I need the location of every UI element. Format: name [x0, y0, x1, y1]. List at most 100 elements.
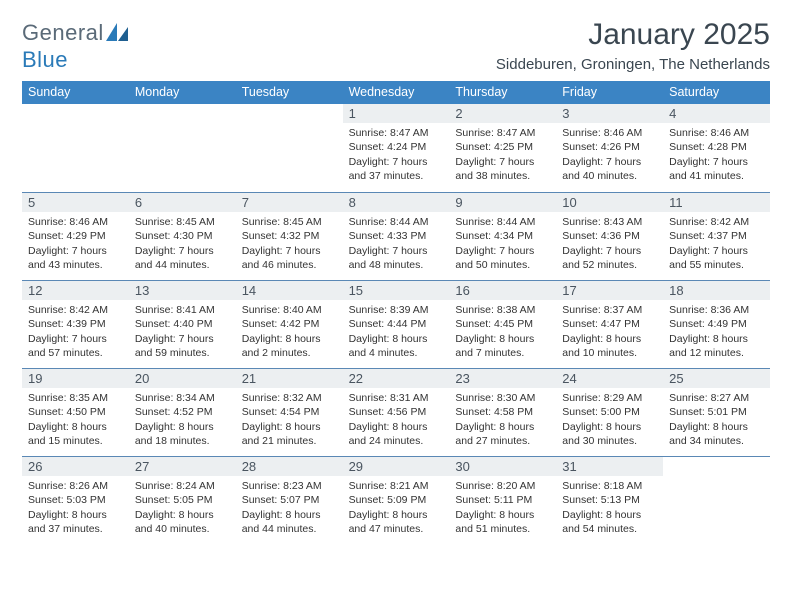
day-number: 10: [562, 195, 657, 210]
daylight2-text: and 30 minutes.: [562, 434, 657, 448]
daylight2-text: and 40 minutes.: [135, 522, 230, 536]
sunset-text: Sunset: 4:54 PM: [242, 405, 337, 419]
sunrise-text: Sunrise: 8:24 AM: [135, 479, 230, 493]
day-number: 23: [455, 371, 550, 386]
daylight1-text: Daylight: 7 hours: [28, 332, 123, 346]
calendar-cell: 28Sunrise: 8:23 AMSunset: 5:07 PMDayligh…: [236, 456, 343, 544]
daynum-row: 5: [22, 193, 129, 212]
day-number: 16: [455, 283, 550, 298]
calendar-cell: 3 Sunrise: 8:46 AMSunset: 4:26 PMDaylight…: [556, 104, 663, 192]
daynum-row: [22, 104, 129, 123]
daylight2-text: and 44 minutes.: [135, 258, 230, 272]
calendar-cell: 23 Sunrise: 8:30 AMSunset: 4:58 PMDayligh…: [449, 368, 556, 456]
sunrise-text: Sunrise: 8:38 AM: [455, 303, 550, 317]
day-number: 12: [28, 283, 123, 298]
sunrise-text: Sunrise: 8:26 AM: [28, 479, 123, 493]
daylight1-text: Daylight: 8 hours: [242, 420, 337, 434]
sunset-text: Sunset: 4:33 PM: [349, 229, 444, 243]
day-number: 1: [349, 106, 444, 121]
day-number: 31: [562, 459, 657, 474]
day-number: 29: [349, 459, 444, 474]
sun-info: Sunrise: 8:47 AMSunset: 4:25 PMDaylight:…: [455, 126, 550, 183]
sun-info: Sunrise: 8:26 AMSunset: 5:03 PMDaylight:…: [28, 479, 123, 536]
calendar-cell: 20Sunrise: 8:34 AMSunset: 4:52 PMDayligh…: [129, 368, 236, 456]
day-number: 22: [349, 371, 444, 386]
calendar-cell: 19Sunrise: 8:35 AMSunset: 4:50 PMDayligh…: [22, 368, 129, 456]
calendar-cell: 31Sunrise: 8:18 AMSunset: 5:13 PMDayligh…: [556, 456, 663, 544]
sun-info: Sunrise: 8:36 AMSunset: 4:49 PMDaylight:…: [669, 303, 764, 360]
calendar-cell-empty: [663, 456, 770, 544]
daylight1-text: Daylight: 8 hours: [455, 332, 550, 346]
week-row: 26 Sunrise: 8:26 AMSunset: 5:03 PMDayligh…: [22, 456, 770, 544]
sunrise-text: Sunrise: 8:18 AM: [562, 479, 657, 493]
sun-info: Sunrise: 8:38 AMSunset: 4:45 PMDaylight:…: [455, 303, 550, 360]
sun-info: Sunrise: 8:35 AMSunset: 4:50 PMDaylight:…: [28, 391, 123, 448]
day-number: 18: [669, 283, 764, 298]
daylight2-text: and 38 minutes.: [455, 169, 550, 183]
daynum-row: 14: [236, 281, 343, 300]
daynum-row: 13: [129, 281, 236, 300]
daylight2-text: and 52 minutes.: [562, 258, 657, 272]
calendar-cell: 22Sunrise: 8:31 AMSunset: 4:56 PMDayligh…: [343, 368, 450, 456]
sunset-text: Sunset: 4:44 PM: [349, 317, 444, 331]
sun-info: Sunrise: 8:45 AMSunset: 4:32 PMDaylight:…: [242, 215, 337, 272]
sunset-text: Sunset: 4:40 PM: [135, 317, 230, 331]
calendar-cell: 9Sunrise: 8:44 AMSunset: 4:34 PMDaylight…: [449, 192, 556, 280]
sun-info: Sunrise: 8:37 AMSunset: 4:47 PMDaylight:…: [562, 303, 657, 360]
sun-info: Sunrise: 8:46 AMSunset: 4:26 PMDaylight:…: [562, 126, 657, 183]
daylight1-text: Daylight: 7 hours: [669, 155, 764, 169]
daylight1-text: Daylight: 7 hours: [562, 244, 657, 258]
daylight2-text: and 27 minutes.: [455, 434, 550, 448]
calendar-cell: 10 Sunrise: 8:43 AMSunset: 4:36 PMDayligh…: [556, 192, 663, 280]
sunrise-text: Sunrise: 8:46 AM: [669, 126, 764, 140]
daylight2-text: and 46 minutes.: [242, 258, 337, 272]
sunset-text: Sunset: 4:47 PM: [562, 317, 657, 331]
daynum-row: 28: [236, 457, 343, 476]
daylight2-text: and 41 minutes.: [669, 169, 764, 183]
week-row: 1Sunrise: 8:47 AMSunset: 4:24 PMDaylight…: [22, 104, 770, 192]
sunrise-text: Sunrise: 8:47 AM: [455, 126, 550, 140]
sunset-text: Sunset: 4:24 PM: [349, 140, 444, 154]
location-subtitle: Siddeburen, Groningen, The Netherlands: [496, 56, 770, 73]
daynum-row: 6: [129, 193, 236, 212]
sunset-text: Sunset: 4:39 PM: [28, 317, 123, 331]
day-number: [242, 106, 337, 121]
sunrise-text: Sunrise: 8:30 AM: [455, 391, 550, 405]
daynum-row: [236, 104, 343, 123]
sunset-text: Sunset: 4:42 PM: [242, 317, 337, 331]
daylight1-text: Daylight: 8 hours: [562, 332, 657, 346]
sunset-text: Sunset: 5:09 PM: [349, 493, 444, 507]
sunset-text: Sunset: 5:11 PM: [455, 493, 550, 507]
sun-info: Sunrise: 8:43 AMSunset: 4:36 PMDaylight:…: [562, 215, 657, 272]
daynum-row: 9: [449, 193, 556, 212]
day-number: 13: [135, 283, 230, 298]
day-number: 11: [669, 195, 764, 210]
daylight2-text: and 40 minutes.: [562, 169, 657, 183]
daylight2-text: and 51 minutes.: [455, 522, 550, 536]
calendar-cell: 8Sunrise: 8:44 AMSunset: 4:33 PMDaylight…: [343, 192, 450, 280]
calendar-cell: 30Sunrise: 8:20 AMSunset: 5:11 PMDayligh…: [449, 456, 556, 544]
calendar-cell: 2Sunrise: 8:47 AMSunset: 4:25 PMDaylight…: [449, 104, 556, 192]
day-number: 6: [135, 195, 230, 210]
calendar-cell-empty: [22, 104, 129, 192]
daylight2-text: and 18 minutes.: [135, 434, 230, 448]
sunset-text: Sunset: 4:29 PM: [28, 229, 123, 243]
daynum-row: 17: [556, 281, 663, 300]
calendar-cell: 18 Sunrise: 8:36 AMSunset: 4:49 PMDayligh…: [663, 280, 770, 368]
sun-info: Sunrise: 8:30 AMSunset: 4:58 PMDaylight:…: [455, 391, 550, 448]
sunset-text: Sunset: 4:32 PM: [242, 229, 337, 243]
daynum-row: 1: [343, 104, 450, 123]
sunrise-text: Sunrise: 8:47 AM: [349, 126, 444, 140]
daynum-row: 26: [22, 457, 129, 476]
daylight1-text: Daylight: 7 hours: [455, 155, 550, 169]
sunset-text: Sunset: 4:26 PM: [562, 140, 657, 154]
calendar-cell: 15Sunrise: 8:39 AMSunset: 4:44 PMDayligh…: [343, 280, 450, 368]
sunrise-text: Sunrise: 8:44 AM: [455, 215, 550, 229]
daynum-row: 3: [556, 104, 663, 123]
sunrise-text: Sunrise: 8:42 AM: [669, 215, 764, 229]
sunset-text: Sunset: 4:28 PM: [669, 140, 764, 154]
sunrise-text: Sunrise: 8:41 AM: [135, 303, 230, 317]
sun-info: Sunrise: 8:29 AMSunset: 5:00 PMDaylight:…: [562, 391, 657, 448]
daynum-row: 22: [343, 369, 450, 388]
daynum-row: 23: [449, 369, 556, 388]
